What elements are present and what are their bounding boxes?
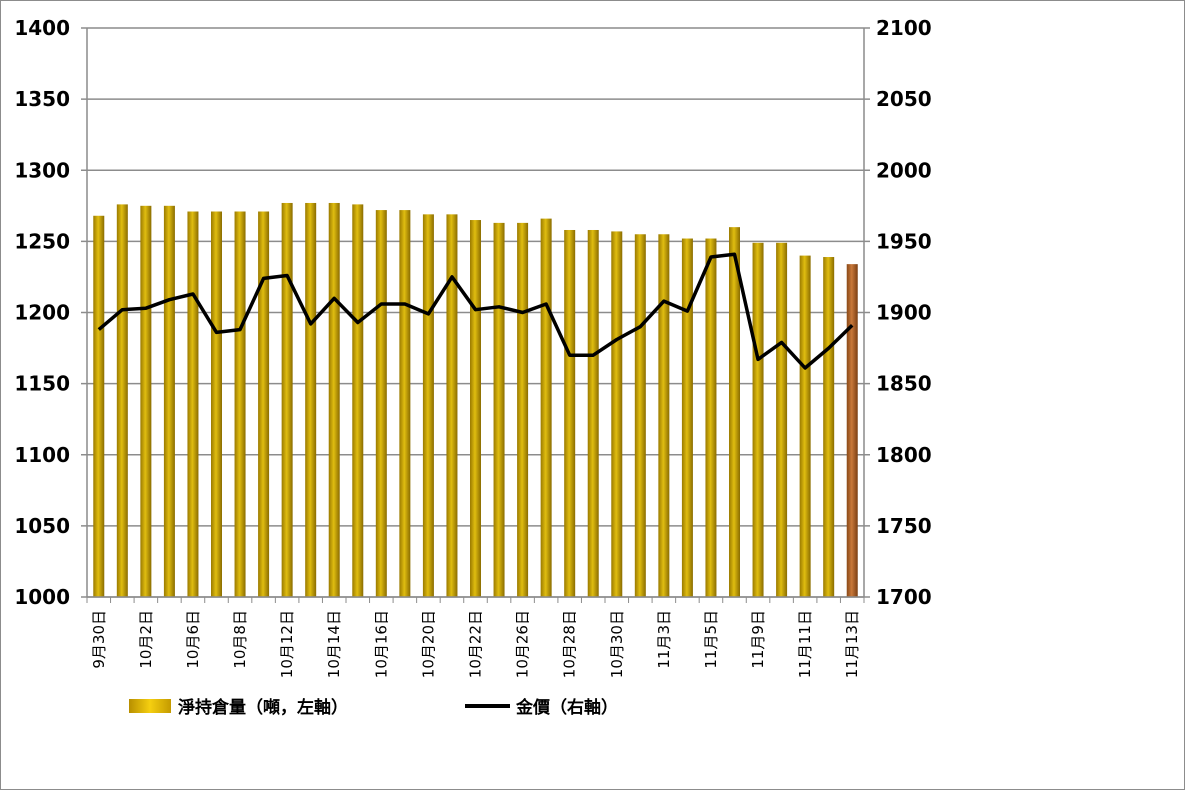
bar bbox=[163, 205, 175, 597]
left-tick-label: 1200 bbox=[14, 301, 70, 325]
bar bbox=[211, 211, 222, 597]
category-label: 10月12日 bbox=[278, 610, 296, 678]
bar bbox=[399, 210, 411, 597]
gold-price-line bbox=[97, 252, 854, 370]
category-label: 11月5日 bbox=[702, 610, 720, 669]
bar bbox=[846, 264, 858, 597]
bar bbox=[611, 231, 623, 598]
bar bbox=[187, 211, 199, 597]
category-label: 10月26日 bbox=[514, 610, 532, 678]
bar bbox=[564, 229, 576, 597]
bar bbox=[93, 215, 105, 597]
left-tick-label: 1050 bbox=[14, 514, 70, 538]
bar bbox=[517, 222, 529, 597]
legend-bar-label: 淨持倉量（噸，左軸） bbox=[178, 697, 348, 718]
left-tick-label: 1150 bbox=[14, 372, 70, 396]
category-label: 11月13日 bbox=[843, 610, 861, 678]
bar bbox=[140, 205, 152, 597]
bar bbox=[681, 238, 693, 597]
category-label: 10月14日 bbox=[325, 610, 343, 678]
category-label: 10月30日 bbox=[608, 610, 626, 678]
bar bbox=[258, 211, 270, 597]
category-label: 9月30日 bbox=[90, 610, 108, 669]
right-tick-label: 1700 bbox=[876, 585, 932, 609]
right-tick-label: 1900 bbox=[876, 301, 932, 325]
bar bbox=[634, 234, 646, 597]
bar bbox=[305, 202, 317, 597]
category-label: 11月9日 bbox=[749, 610, 767, 669]
category-label: 10月28日 bbox=[561, 610, 579, 678]
right-tick-label: 1750 bbox=[876, 514, 932, 538]
category-label: 10月2日 bbox=[137, 610, 155, 669]
right-tick-label: 1800 bbox=[876, 443, 932, 467]
bar bbox=[658, 234, 670, 597]
right-tick-label: 2050 bbox=[876, 87, 932, 111]
axes bbox=[81, 27, 870, 603]
bar bbox=[234, 211, 246, 597]
left-tick-label: 1300 bbox=[14, 158, 70, 182]
right-axis-ticks: 1700 1750 1800 1850 1900 1950 2000 2050 2100 bbox=[876, 16, 932, 609]
category-label: 10月6日 bbox=[184, 610, 202, 669]
right-tick-label: 1850 bbox=[876, 372, 932, 396]
bar bbox=[729, 227, 740, 597]
category-label: 10月16日 bbox=[372, 610, 390, 678]
right-tick-label: 1950 bbox=[876, 229, 932, 253]
left-tick-label: 1250 bbox=[14, 229, 70, 253]
left-tick-label: 1400 bbox=[14, 16, 70, 40]
bar bbox=[493, 222, 505, 597]
bar bbox=[375, 210, 387, 597]
bar bbox=[540, 218, 552, 598]
left-tick-label: 1100 bbox=[14, 443, 70, 467]
bar bbox=[116, 204, 128, 597]
bar bbox=[587, 229, 599, 597]
left-axis-ticks: 1000 1050 1100 1150 1200 1250 1300 1350 1400 bbox=[14, 16, 70, 609]
legend: 淨持倉量（噸，左軸） 金價（右軸） bbox=[129, 697, 618, 718]
bar bbox=[470, 220, 481, 597]
bar bbox=[446, 214, 458, 597]
bar bbox=[328, 202, 340, 597]
category-label: 10月22日 bbox=[467, 610, 485, 678]
line-series bbox=[97, 252, 854, 370]
bar bbox=[281, 202, 293, 597]
category-label: 11月3日 bbox=[655, 610, 673, 669]
category-axis-labels: 9月30日 10月2日 10月6日 10月8日 10月12日 10月14日 10月16日 10… bbox=[90, 610, 861, 678]
legend-bar-swatch bbox=[129, 699, 171, 713]
category-label: 10月20日 bbox=[419, 610, 437, 678]
bar bbox=[799, 255, 811, 597]
category-label: 10月8日 bbox=[231, 610, 249, 669]
right-tick-label: 2100 bbox=[876, 16, 932, 40]
bar bbox=[752, 242, 764, 598]
category-label: 11月11日 bbox=[796, 610, 814, 678]
bar bbox=[422, 214, 434, 597]
bar-series bbox=[93, 202, 858, 598]
left-tick-label: 1350 bbox=[14, 87, 70, 111]
left-tick-label: 1000 bbox=[14, 585, 70, 609]
bar bbox=[705, 238, 717, 597]
legend-line-label: 金價（右軸） bbox=[515, 697, 618, 718]
bar bbox=[776, 242, 788, 598]
right-tick-label: 2000 bbox=[876, 158, 932, 182]
bar bbox=[352, 204, 364, 597]
bar bbox=[823, 257, 835, 597]
